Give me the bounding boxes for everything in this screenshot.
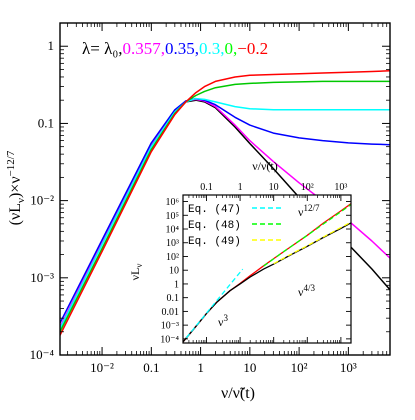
main-series-line-3 xyxy=(60,97,390,329)
annotation-nu3: ν3 xyxy=(218,313,228,329)
main-series-line-5 xyxy=(60,70,390,336)
inset-x-tick-label: 10³ xyxy=(334,182,347,193)
main-legend: λ= λ₀,0.357,0.35,0.3,0,−0.2 xyxy=(82,39,268,58)
main-y-axis-title: (νLν)×ν−12/7 xyxy=(5,150,27,225)
main-series-line-4 xyxy=(60,80,390,333)
inset-series-line-4 xyxy=(273,221,351,265)
legend-entry-3: 0.3, xyxy=(199,39,225,58)
main-plot: 10⁻² 0.1 1 10 10² 10³ 10⁻⁴ 10⁻³ 10⁻² 0.1 1 ν/ν̃(t… xyxy=(5,22,391,402)
main-y-tick-label: 0.1 xyxy=(38,115,54,130)
inset-plot: 0.1 1 10 10² 10³ 10⁻⁴ 10⁻³ 0.01 0.1 1 10 10² 10³ 10⁴… xyxy=(128,159,352,345)
legend-entry-2: 0.35, xyxy=(165,39,199,58)
inset-series-line-2 xyxy=(185,268,244,339)
legend-entry-5: −0.2 xyxy=(237,39,268,58)
inset-x-ticks: 0.1 1 10 10² 10³ xyxy=(182,182,352,343)
inset-y-tick-label: 10³ xyxy=(166,238,179,249)
inset-x-axis-title: ν/ν̃(t) xyxy=(252,159,278,173)
inset-x-tick-label: 10² xyxy=(301,182,314,193)
inset-plot-frame xyxy=(182,194,352,344)
inset-legend-label-0: Eq. (47) xyxy=(188,204,241,216)
inset-y-tick-label: 10⁴ xyxy=(166,225,180,236)
main-y-tick-label: 10⁻² xyxy=(30,193,54,208)
legend-entry-1: 0.357, xyxy=(123,39,166,58)
inset-y-tick-label: 10⁻⁴ xyxy=(160,334,179,345)
main-x-axis-title: ν/ν̃(t) xyxy=(221,385,255,402)
main-x-tick-label: 10 xyxy=(243,360,256,375)
inset-y-tick-label: 10 xyxy=(169,266,179,277)
inset-legend-label-2: Eq. (49) xyxy=(188,236,241,248)
inset-legend: Eq. (47) Eq. (48) Eq. (49) xyxy=(188,204,282,248)
main-x-tick-label: 0.1 xyxy=(143,360,159,375)
inset-y-tick-label: 0.01 xyxy=(162,307,180,318)
inset-y-tick-label: 10⁶ xyxy=(166,197,180,208)
legend-entry-4: 0, xyxy=(225,39,238,58)
main-plot-frame xyxy=(59,22,391,356)
inset-x-tick-label: 1 xyxy=(238,182,243,193)
inset-series-group xyxy=(183,203,351,343)
inset-x-tick-label: 0.1 xyxy=(200,182,213,193)
main-x-tick-label: 10⁻² xyxy=(90,360,114,375)
main-x-tick-label: 1 xyxy=(197,360,204,375)
main-y-ticks: 10⁻⁴ 10⁻³ 10⁻² 0.1 1 xyxy=(30,22,390,362)
main-series-line-2 xyxy=(60,97,390,324)
main-legend-text: λ= λ₀,0.357,0.35,0.3,0,−0.2 xyxy=(82,39,268,58)
inset-y-axis-title: νLν xyxy=(128,264,144,281)
inset-y-tick-label: 10² xyxy=(166,252,179,263)
inset-series-line-3 xyxy=(263,204,351,267)
inset-background xyxy=(183,195,351,343)
main-y-tick-label: 1 xyxy=(48,38,55,53)
legend-prefix: λ= xyxy=(82,39,104,58)
inset-y-ticks: 10⁻⁴ 10⁻³ 0.01 0.1 1 10 10² 10³ 10⁴ 10⁵ 10⁶ xyxy=(160,197,351,345)
inset-x-tick-label: 10 xyxy=(269,182,279,193)
inset-y-tick-label: 0.1 xyxy=(167,293,180,304)
inset-y-tick-label: 10⁵ xyxy=(166,211,180,222)
inset-y-tick-label: 10⁻³ xyxy=(161,321,179,332)
main-y-tick-label: 10⁻³ xyxy=(30,270,54,285)
main-x-tick-label: 10³ xyxy=(340,360,357,375)
main-x-ticks: 10⁻² 0.1 1 10 10² 10³ xyxy=(67,23,391,375)
inset-y-tick-label: 1 xyxy=(174,279,179,290)
legend-entry-0: λ₀, xyxy=(104,39,122,58)
main-x-tick-label: 10² xyxy=(291,360,308,375)
inset-legend-label-1: Eq. (48) xyxy=(188,220,241,232)
main-y-tick-label: 10⁻⁴ xyxy=(30,347,55,362)
